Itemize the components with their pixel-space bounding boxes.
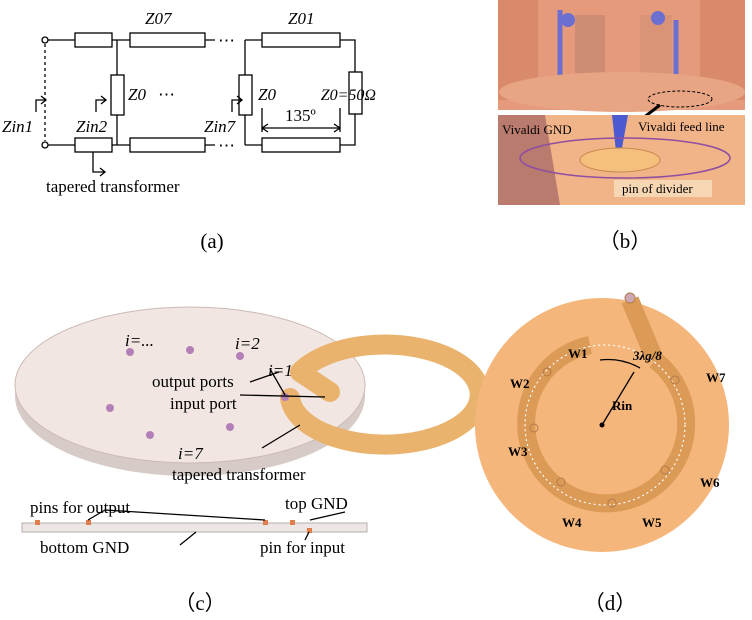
panel-b: Vivaldi GND Vivaldi feed line pin of div… [498,0,745,253]
label: W3 [508,444,528,459]
shape [22,523,367,532]
shape [307,528,312,533]
panel-a: Z07 Z01 ⋯ ⋯ Z0 ⋯ Z0 Z0=50Ω Zin1 Zin2 Zin… [2,9,376,253]
label: 135º [285,106,316,125]
shape [86,520,91,525]
label: （b） [599,229,652,253]
label: ⋯ [218,31,235,50]
shape [600,423,605,428]
label: Zin2 [76,117,108,136]
shape [651,11,665,25]
label: ⋯ [218,136,235,155]
shape [290,345,480,445]
label: pin for input [260,538,345,557]
label: （c） [174,591,225,615]
label: W5 [642,515,662,530]
label: i=... [125,331,154,350]
label: Z07 [145,9,173,28]
label: W4 [562,515,582,530]
label: pins for output [30,498,130,517]
label: Vivaldi feed line [638,119,725,134]
shape [146,431,154,439]
shape [75,33,112,47]
shape [290,520,295,525]
shape [42,37,48,43]
label: (a) [200,229,223,253]
shape [186,346,194,354]
label: output ports [152,372,234,391]
label: i=7 [178,444,204,463]
label: 3λg/8 [632,348,662,363]
shape [42,142,48,148]
label: top GND [285,494,348,513]
panel-d: W1 W2 W3 W4 W5 W6 W7 3λg/8 Rin （d） [475,293,729,615]
shape [93,152,105,176]
shape [236,352,244,360]
label: Zin1 [2,117,33,136]
shape [580,148,660,172]
label: Z0=50Ω [321,87,376,104]
label: i=1 [268,361,293,380]
label: （d） [584,591,637,615]
label: ⋯ [158,85,175,104]
shape [625,293,635,303]
label: W1 [568,346,588,361]
label: input port [170,394,237,413]
shape [263,520,268,525]
label: W7 [706,370,726,385]
shape [106,404,114,412]
label: Z0 [258,85,276,104]
shape [499,72,745,112]
shape [262,138,340,152]
label: W6 [700,475,720,490]
shape [561,13,575,27]
label: Vivaldi GND [502,122,572,137]
label: tapered transformer [46,177,180,196]
label: Rin [612,398,633,413]
label: Z01 [288,9,314,28]
label: tapered transformer [172,465,306,484]
label: bottom GND [40,538,129,557]
shape [111,75,124,115]
shape [226,423,234,431]
label: W2 [510,376,530,391]
figure: Z07 Z01 ⋯ ⋯ Z0 ⋯ Z0 Z0=50Ω Zin1 Zin2 Zin… [0,0,752,620]
label: Z0 [128,85,146,104]
shape [130,138,205,152]
shape [35,520,40,525]
shape [262,33,340,47]
shape [75,138,112,152]
label: i=2 [235,334,260,353]
panel-c: i=... i=2 i=1 output ports input port i=… [15,307,480,615]
shape [239,75,252,115]
label: pin of divider [622,181,693,196]
shape [130,33,205,47]
label: Zin7 [204,117,237,136]
